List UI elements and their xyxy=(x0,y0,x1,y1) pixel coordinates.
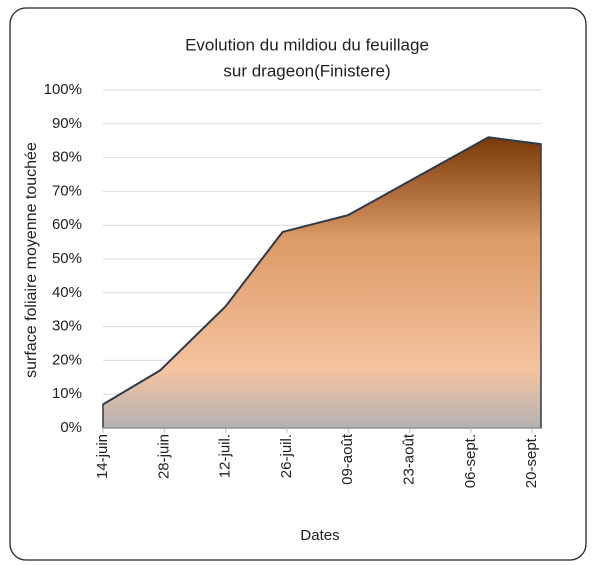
y-tick-label: 10% xyxy=(52,385,82,402)
y-tick-label: 0% xyxy=(60,419,82,436)
y-axis-label: surface foliaire moyenne touchée xyxy=(23,142,40,378)
y-tick-label: 90% xyxy=(52,115,82,132)
y-tick-label: 50% xyxy=(52,250,82,267)
y-tick-label: 30% xyxy=(52,318,82,335)
chart-title: sur drageon(Finistere) xyxy=(223,61,390,80)
x-tick-label: 20-sept. xyxy=(523,434,540,488)
x-tick-label: 14-juin xyxy=(94,434,111,479)
y-tick-label: 40% xyxy=(52,284,82,301)
x-axis-label: Dates xyxy=(300,527,339,544)
x-tick-label: 12-juil. xyxy=(217,434,234,478)
x-tick-label: 06-sept. xyxy=(462,434,479,488)
y-tick-label: 100% xyxy=(44,81,82,98)
y-tick-label: 60% xyxy=(52,216,82,233)
x-tick-label: 26-juil. xyxy=(278,434,295,478)
y-tick-label: 80% xyxy=(52,149,82,166)
x-tick-label: 23-août xyxy=(401,433,418,485)
chart-title: Evolution du mildiou du feuillage xyxy=(185,35,429,54)
line xyxy=(102,136,542,406)
y-tick-label: 20% xyxy=(52,351,82,368)
x-tick-label: 28-juin xyxy=(155,434,172,479)
y-tick-label: 70% xyxy=(52,182,82,199)
x-tick-label: 09-août xyxy=(339,433,356,485)
